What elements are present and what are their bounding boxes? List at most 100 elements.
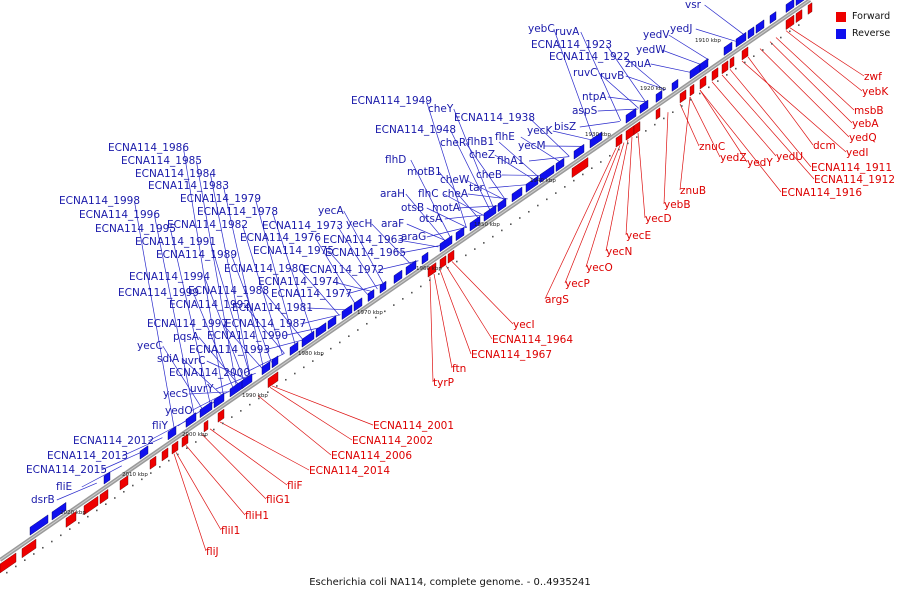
scale-dot (627, 142, 629, 145)
leader-line-znuc (679, 103, 700, 147)
forward-feature (439, 255, 447, 270)
leader-line-ecna114-1998 (134, 200, 175, 430)
gene-label-ecna114-1916: ECNA114_1916 (781, 187, 862, 199)
leader-line-flig1 (201, 434, 267, 500)
scale-dot (105, 503, 107, 506)
leader-line-ecna114-1994 (204, 276, 245, 382)
leader-line-ecna114-1923 (606, 44, 647, 104)
scale-dot (132, 484, 134, 487)
map-caption: Escherichia coli NA114, complete genome.… (309, 577, 591, 588)
gene-label-ecna114-1912: ECNA114_1912 (814, 174, 895, 186)
gene-label-yebb: yebB (664, 199, 691, 211)
leader-line-ecna114-1948 (450, 129, 491, 212)
leader-line-ecna114-1967 (439, 269, 472, 355)
reverse-feature (199, 401, 213, 419)
scale-dot (114, 497, 116, 499)
scale-dot (393, 304, 395, 306)
gene-label-ecna114-1965: ECNA114_1965 (325, 247, 406, 259)
reverse-feature (341, 304, 353, 320)
scale-dot (744, 61, 746, 64)
kbp-tick-label: 1990 kbp (242, 393, 268, 399)
gene-label-ecna114-1994: ECNA114_1994 (129, 271, 210, 283)
scale-dot (24, 559, 26, 562)
forward-feature (21, 538, 37, 559)
gene-label-yedu: yedU (776, 151, 803, 163)
legend-label-forward: Forward (852, 11, 891, 22)
reverse-features (29, 0, 805, 536)
leader-line-yedq (759, 48, 850, 138)
scale-dot (186, 447, 188, 450)
forward-feature (181, 433, 189, 448)
scale-dot (447, 266, 449, 269)
leader-line-ecna114-1983 (223, 185, 264, 368)
scale-dot (600, 161, 602, 163)
reverse-feature (769, 11, 777, 25)
gene-label-flif: fliF (287, 480, 303, 492)
leader-line-yebc (553, 28, 595, 140)
reverse-feature (539, 164, 555, 184)
leader-line-ecna114-1981 (307, 307, 348, 311)
scale-dot (690, 98, 692, 101)
leader-line-ecna114-1991 (210, 241, 251, 377)
leader-line-cher (465, 142, 507, 201)
gene-label-yeci: yecI (513, 319, 535, 331)
gene-label-pqsa: pqsA (173, 331, 200, 343)
reverse-feature (589, 131, 603, 149)
gene-label-otsa: otsA (419, 213, 443, 225)
leader-line-ecna114-2012 (148, 419, 189, 442)
gene-label-yedw: yedW (636, 44, 666, 56)
scale-dot (42, 546, 44, 549)
gene-label-ecna114-1949: ECNA114_1949 (351, 95, 432, 107)
gene-label-ecna114-2006: ECNA114_2006 (331, 450, 412, 462)
gene-label-arah: araH (380, 188, 405, 200)
gene-label-yedz: yedZ (720, 152, 747, 164)
scale-dot (438, 273, 440, 275)
scale-dot (420, 285, 422, 288)
scale-dot (330, 347, 332, 350)
gene-label-znuc: znuC (699, 141, 725, 153)
reverse-feature (139, 445, 149, 460)
gene-label-ftn: ftn (452, 363, 466, 375)
leader-line-yeck (552, 130, 593, 141)
scale-dot (204, 434, 206, 437)
scale-dot (150, 472, 152, 474)
scale-dot (762, 49, 764, 51)
reverse-feature (367, 289, 375, 302)
leader-line-ruva (580, 31, 622, 121)
gene-label-araf: araF (381, 218, 404, 230)
reverse-feature (723, 41, 733, 56)
leader-line-flhc (443, 193, 484, 216)
leader-line-chea (467, 193, 508, 200)
scale-dot (483, 242, 485, 244)
leader-line-ecna114-1974 (333, 281, 374, 293)
gene-label-chea: cheA (442, 188, 469, 200)
reverse-feature (639, 99, 649, 114)
scale-dot (519, 217, 521, 219)
kbp-tick-label: 1970 kbp (357, 310, 383, 316)
scale-dot (636, 136, 638, 138)
scale-dot (348, 335, 350, 338)
scale-dot (528, 210, 530, 213)
leader-line-yedw (661, 49, 702, 66)
gene-label-ecna114-2002: ECNA114_2002 (352, 435, 433, 447)
reverse-feature (185, 412, 197, 428)
reverse-feature (795, 0, 805, 7)
gene-label-mota: motA (432, 202, 461, 214)
kbp-tick-label: 1910 kbp (695, 38, 721, 44)
scale-dot (69, 528, 71, 530)
leader-line-ecna114-1977 (346, 282, 387, 295)
leader-line-yece (625, 137, 633, 236)
leader-line-ecna114-1938 (529, 117, 570, 157)
scale-dot (384, 310, 386, 313)
kbp-tick-label: 1940 kbp (530, 178, 556, 184)
reverse-feature (315, 322, 327, 338)
gene-label-ecna114-1923: ECNA114_1923 (531, 39, 612, 51)
gene-label-chew: cheW (440, 174, 470, 186)
gene-label-ruva: ruvA (555, 26, 580, 38)
reverse-feature (439, 235, 453, 253)
scale-dot (249, 403, 251, 406)
leader-line-ecna114-2001 (271, 385, 374, 426)
gene-label-ecna114-1980: ECNA114_1980 (224, 263, 305, 275)
forward-feature (267, 371, 279, 389)
gene-label-yedo: yedO (165, 405, 193, 417)
